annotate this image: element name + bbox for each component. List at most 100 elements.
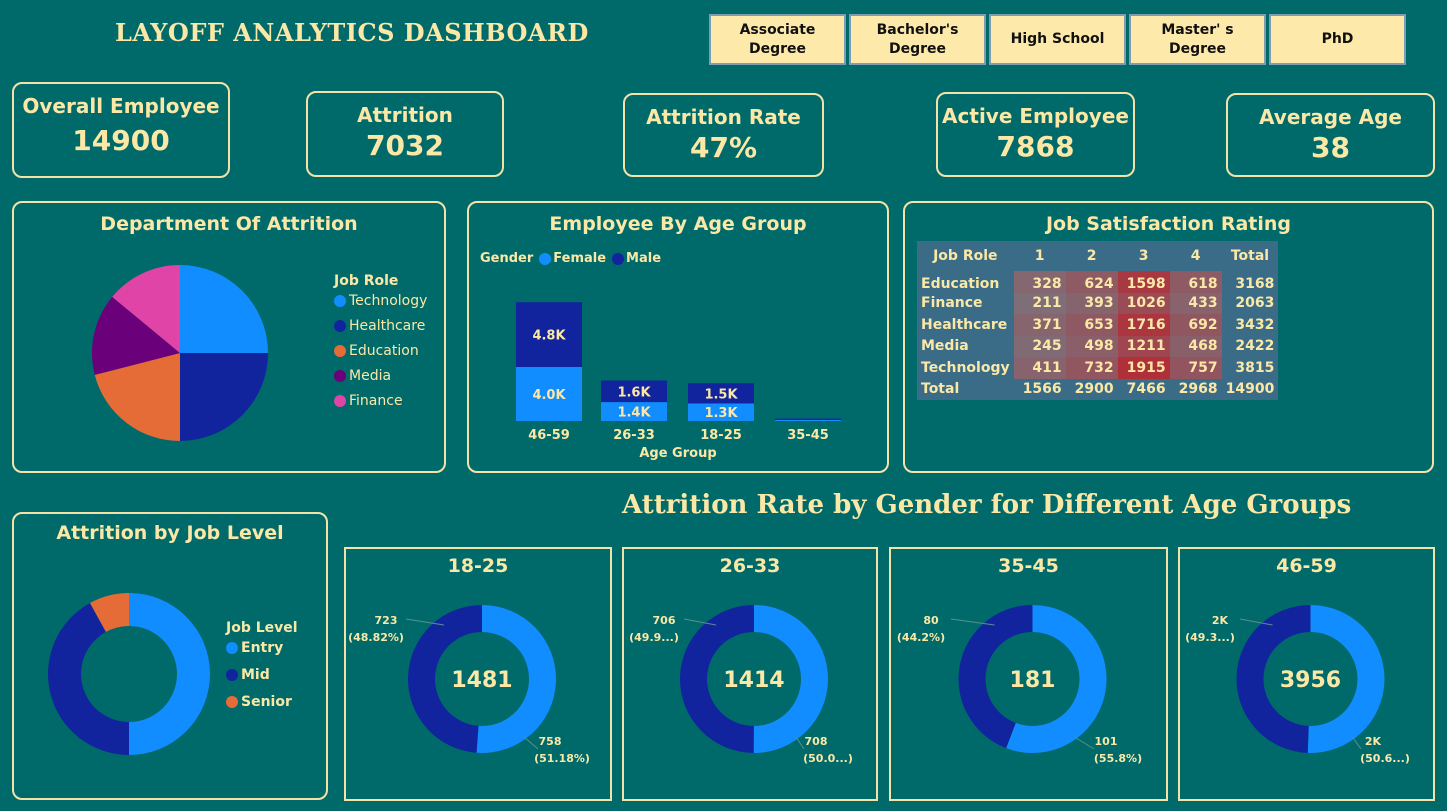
- legend-dot-icon: [334, 295, 346, 307]
- legend-label: Education: [349, 343, 419, 359]
- slicer-phd[interactable]: PhD: [1269, 14, 1406, 65]
- table-row: Media 245 498 1211 468 2422: [917, 335, 1279, 357]
- pie-slice-technology[interactable]: [180, 265, 268, 353]
- column-header[interactable]: Job Role: [917, 241, 1014, 271]
- female-pct-label: (51.18%): [534, 752, 590, 765]
- legend-item[interactable]: Entry: [226, 640, 298, 656]
- legend-item[interactable]: Education: [334, 343, 427, 359]
- leader-line: [1352, 736, 1362, 750]
- data-label-female: 4.0K: [532, 388, 566, 403]
- column-header[interactable]: Total: [1221, 241, 1279, 271]
- legend-item[interactable]: Media: [334, 368, 427, 384]
- donut-segment-senior[interactable]: [89, 593, 129, 632]
- total-cell: 7466: [1117, 378, 1170, 400]
- gender-donut-chart: 1481 723 (48.82%) 758 (51.18%): [348, 605, 590, 765]
- kpi-attrition: Attrition 7032: [306, 91, 504, 177]
- panel-title: 26-33: [719, 555, 781, 577]
- legend-dot-icon: [334, 370, 346, 382]
- legend-item[interactable]: Healthcare: [334, 318, 427, 334]
- legend-item[interactable]: Mid: [226, 667, 298, 683]
- slicer-associate-degree[interactable]: Associate Degree: [709, 14, 846, 65]
- donut-segment-female[interactable]: [753, 605, 829, 753]
- donut-segment-female[interactable]: [1307, 605, 1385, 753]
- bar-female-18-25[interactable]: [688, 403, 754, 421]
- legend-label: Healthcare: [349, 318, 426, 334]
- matrix-cell: 468: [1169, 335, 1222, 357]
- job-satisfaction-panel: Job Satisfaction Rating Job Role 1 2 3 4 Tota…: [903, 201, 1434, 473]
- table-row: Total 1566 2900 7466 2968 14900: [917, 378, 1279, 400]
- x-tick-label: 18-25: [700, 428, 742, 443]
- column-header[interactable]: 4: [1169, 241, 1222, 271]
- female-value-label: 101: [1095, 735, 1118, 748]
- donut-segment-male[interactable]: [407, 605, 482, 753]
- kpi-label: Active Employee: [942, 104, 1129, 128]
- total-cell: 2900: [1065, 378, 1118, 400]
- donut-segment-male[interactable]: [680, 605, 754, 753]
- male-value-label: 706: [653, 614, 676, 627]
- gender-donut-panel-46-59: 46-59 3956 2K (49.3...) 2K (50.6...): [1178, 547, 1435, 801]
- slicer-masters-degree[interactable]: Master' s Degree: [1129, 14, 1266, 65]
- legend-female: Female: [553, 251, 607, 266]
- donut-segment-female[interactable]: [1006, 605, 1107, 753]
- job-satisfaction-matrix: Job Role 1 2 3 4 Total Education 328 624 1598 618…: [917, 241, 1279, 400]
- bar-male-35-45[interactable]: [775, 418, 841, 420]
- male-pct-label: (49.3...): [1185, 631, 1235, 644]
- bar-male-18-25[interactable]: [688, 383, 754, 404]
- column-header[interactable]: 3: [1117, 241, 1170, 271]
- donut-segment-male[interactable]: [958, 605, 1033, 749]
- panel-title: Job Satisfaction Rating: [1045, 213, 1292, 235]
- kpi-label: Average Age: [1259, 105, 1402, 129]
- bar-female-35-45[interactable]: [775, 419, 841, 421]
- x-tick-label: 35-45: [787, 428, 829, 443]
- panel-title: Employee By Age Group: [549, 213, 807, 235]
- leader-line: [683, 618, 717, 626]
- legend-item[interactable]: Technology: [334, 293, 427, 309]
- legend-dot-icon: [334, 345, 346, 357]
- dept-legend: Job Role Technology Healthcare Education Me…: [334, 273, 427, 418]
- slicer-high-school[interactable]: High School: [989, 14, 1126, 65]
- data-label-female: 1.4K: [617, 406, 651, 421]
- age-group-panel: Employee By Age Group Gender Female Male…: [467, 201, 889, 473]
- kpi-label: Attrition: [357, 103, 453, 127]
- panel-title: 18-25: [447, 555, 509, 577]
- table-row: Education 328 624 1598 618 3168: [917, 271, 1279, 293]
- donut-center-value: 181: [1010, 668, 1056, 693]
- kpi-value: 14900: [72, 124, 170, 157]
- bar-female-46-59[interactable]: [516, 367, 582, 421]
- bar-female-26-33[interactable]: [601, 402, 667, 421]
- legend-item[interactable]: Senior: [226, 694, 298, 710]
- pie-slice-media[interactable]: [92, 296, 180, 375]
- data-label-male: 4.8K: [532, 329, 566, 344]
- data-label-male: 1.6K: [617, 385, 651, 400]
- column-header[interactable]: 2: [1065, 241, 1118, 271]
- kpi-average-age: Average Age 38: [1226, 93, 1435, 177]
- bar-male-46-59[interactable]: [516, 302, 582, 367]
- pie-slice-education[interactable]: [94, 353, 180, 441]
- total-cell: 1566: [1013, 378, 1066, 400]
- donut-segment-entry[interactable]: [129, 593, 210, 755]
- total-cell: 3168: [1221, 271, 1279, 293]
- matrix-cell: 757: [1169, 357, 1222, 379]
- total-cell: 2063: [1221, 292, 1279, 314]
- column-header[interactable]: 1: [1013, 241, 1066, 271]
- donut-segment-male[interactable]: [1236, 605, 1311, 753]
- matrix-cell: 1915: [1117, 357, 1170, 379]
- slicer-bachelors-degree[interactable]: Bachelor's Degree: [849, 14, 986, 65]
- matrix-cell: 393: [1065, 292, 1118, 314]
- matrix-cell: 1716: [1117, 314, 1170, 336]
- bar-male-26-33[interactable]: [601, 380, 667, 403]
- legend-dot-icon: [226, 669, 238, 681]
- legend-label: Entry: [241, 640, 284, 656]
- pie-slice-finance[interactable]: [112, 265, 180, 353]
- legend-title: Job Level: [226, 620, 298, 636]
- pie-slice-healthcare[interactable]: [180, 353, 268, 441]
- row-label: Technology: [917, 357, 1014, 379]
- legend-item[interactable]: Finance: [334, 393, 427, 409]
- donut-segment-female[interactable]: [476, 605, 556, 753]
- total-cell: 2422: [1221, 335, 1279, 357]
- donut-segment-mid[interactable]: [47, 603, 129, 755]
- leader-line: [950, 618, 995, 626]
- leader-line: [405, 618, 445, 626]
- matrix-cell: 1026: [1117, 292, 1170, 314]
- matrix-cell: 624: [1065, 271, 1118, 293]
